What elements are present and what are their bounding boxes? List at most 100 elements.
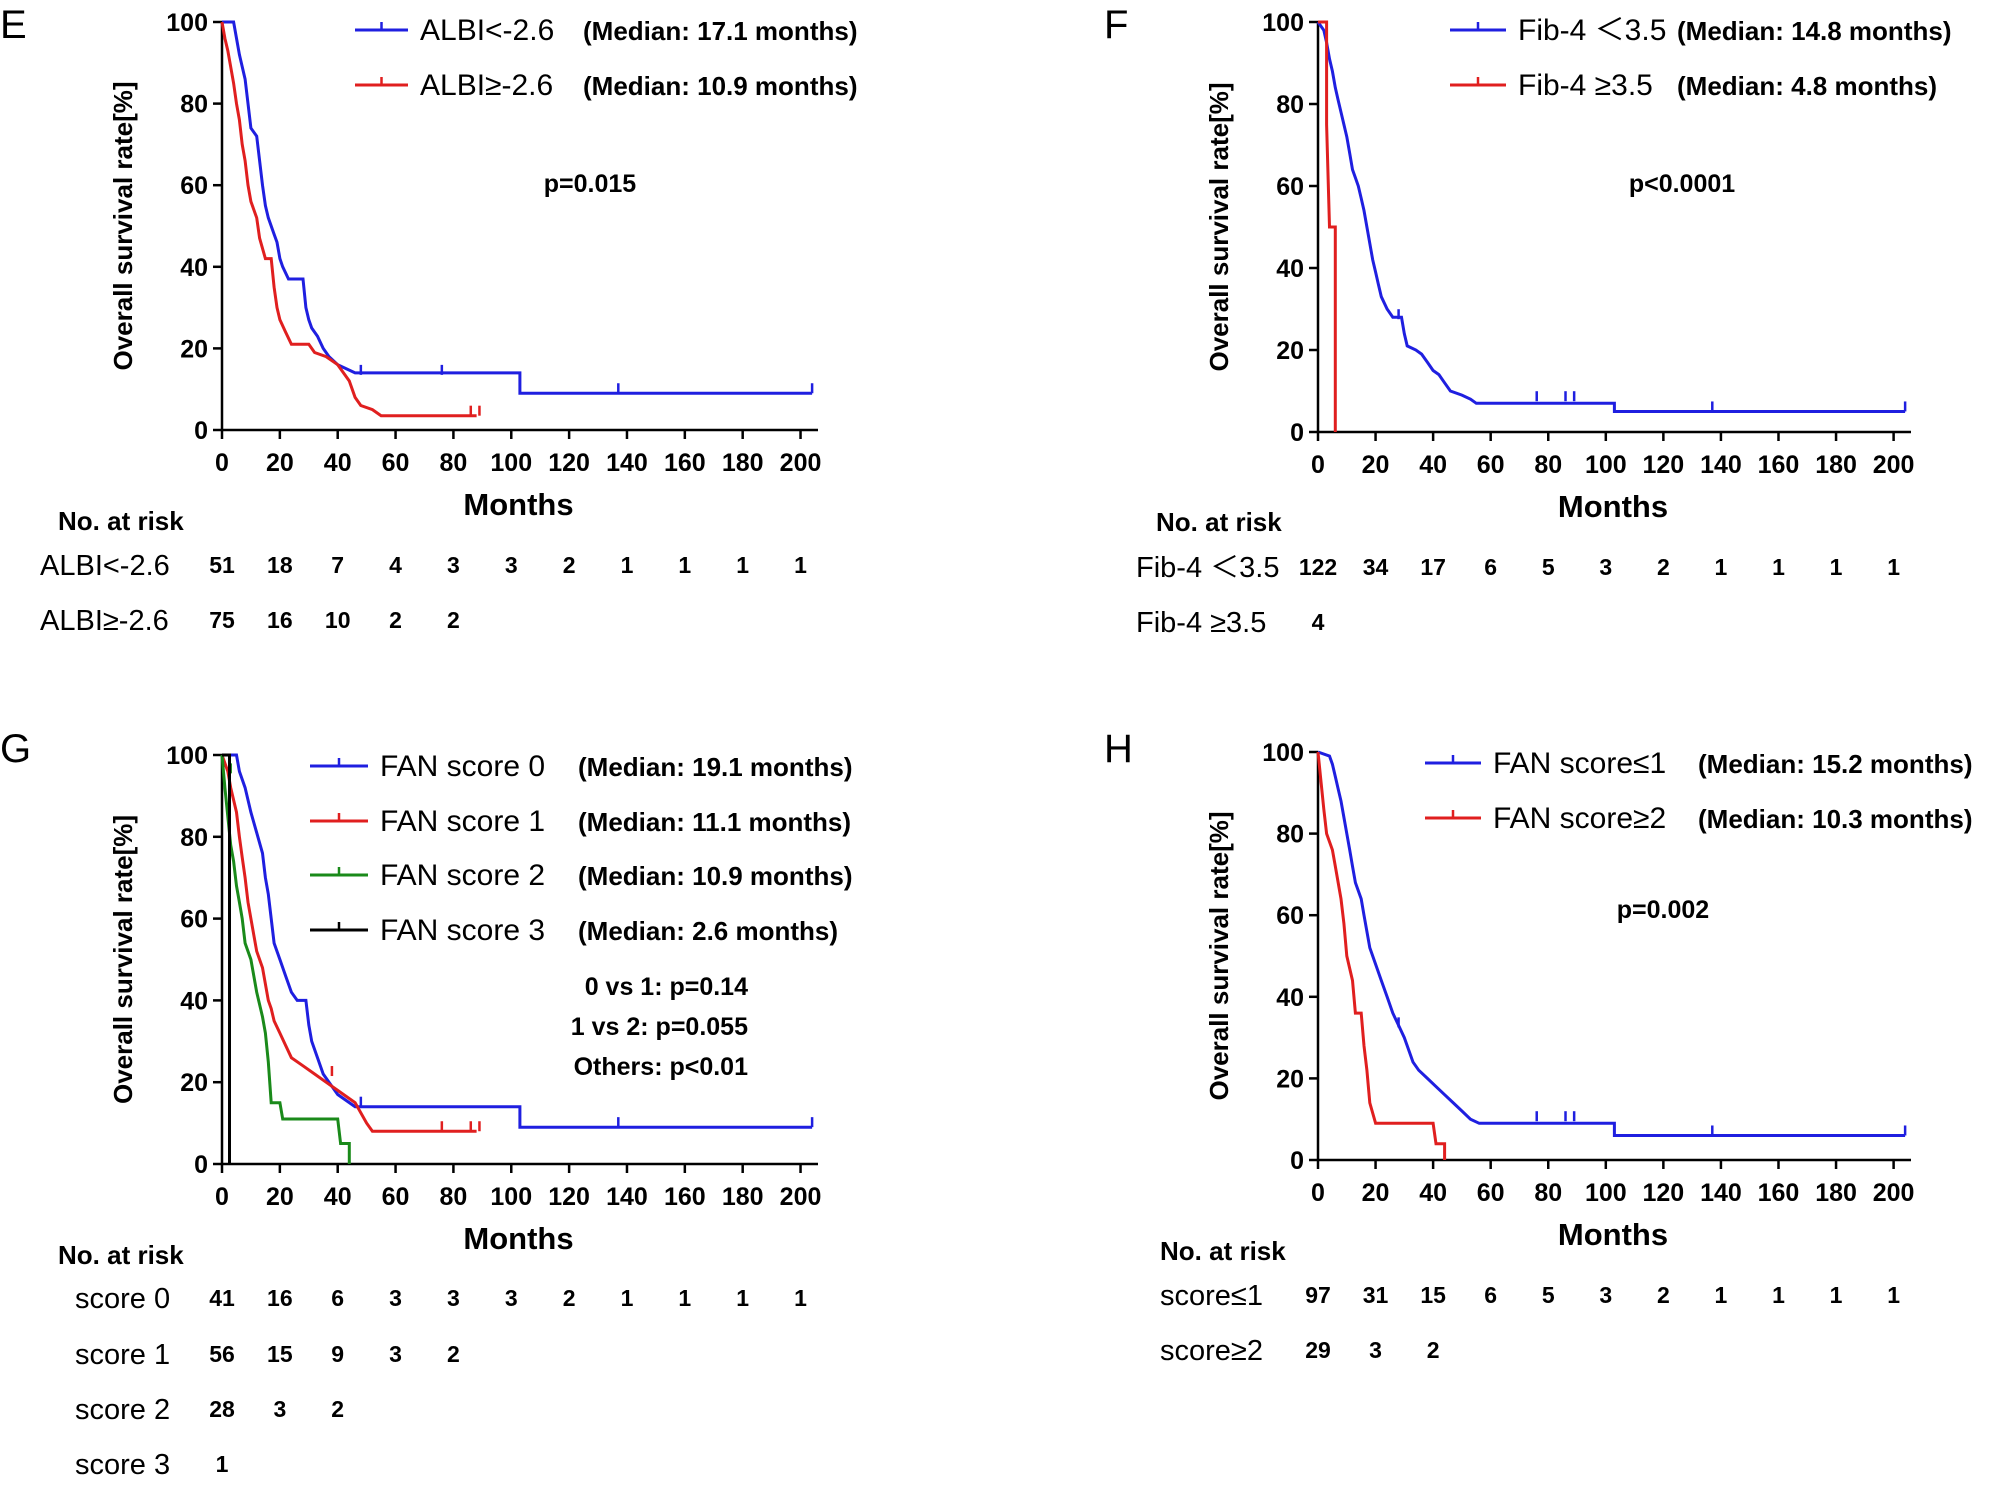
y-tick-label: 100 bbox=[1262, 739, 1304, 767]
y-tick-label: 100 bbox=[1262, 9, 1304, 37]
x-tick-label: 60 bbox=[382, 449, 410, 477]
risk-count: 1 bbox=[1715, 554, 1728, 580]
risk-count: 2 bbox=[331, 1396, 344, 1422]
y-tick-label: 0 bbox=[194, 1151, 208, 1179]
x-tick-label: 180 bbox=[1815, 451, 1857, 479]
y-tick-label: 20 bbox=[180, 1069, 208, 1097]
risk-table-header: No. at risk bbox=[1156, 507, 1282, 537]
risk-count: 56 bbox=[209, 1341, 235, 1367]
risk-count: 1 bbox=[678, 552, 691, 578]
risk-count: 3 bbox=[447, 552, 460, 578]
x-tick-label: 200 bbox=[780, 1183, 822, 1211]
risk-count: 1 bbox=[736, 552, 749, 578]
panel-letter: H bbox=[1104, 727, 1133, 771]
y-tick-label: 40 bbox=[1276, 984, 1304, 1012]
survival-curve-3 bbox=[222, 753, 231, 1164]
survival-curve-1 bbox=[220, 754, 477, 1133]
y-axis-label: Overall survival rate[%] bbox=[1204, 811, 1234, 1100]
risk-row-label: Fib-4 ≥3.5 bbox=[1136, 607, 1266, 639]
x-tick-label: 160 bbox=[1758, 1179, 1800, 1207]
y-tick-label: 100 bbox=[166, 9, 208, 37]
x-tick-label: 80 bbox=[440, 449, 468, 477]
risk-count: 2 bbox=[447, 1341, 460, 1367]
x-tick-label: 20 bbox=[1362, 451, 1390, 479]
y-tick-label: 0 bbox=[194, 417, 208, 445]
risk-count: 6 bbox=[331, 1285, 344, 1311]
legend-label: Fib-4 ≥3.5 bbox=[1518, 69, 1653, 102]
risk-row-label: Fib-4 ＜3.5 bbox=[1136, 552, 1279, 584]
x-tick-label: 180 bbox=[722, 449, 764, 477]
y-tick-label: 20 bbox=[180, 335, 208, 363]
x-tick-label: 80 bbox=[440, 1183, 468, 1211]
x-axis-label: Months bbox=[463, 1221, 573, 1256]
y-tick-label: 80 bbox=[1276, 821, 1304, 849]
x-tick-label: 20 bbox=[1362, 1179, 1390, 1207]
risk-row-label: score 1 bbox=[75, 1339, 170, 1371]
x-tick-label: 40 bbox=[1419, 451, 1447, 479]
x-tick-label: 0 bbox=[215, 449, 229, 477]
y-tick-label: 100 bbox=[166, 742, 208, 770]
risk-row-label: ALBI<-2.6 bbox=[40, 550, 170, 582]
y-tick-label: 0 bbox=[1290, 1147, 1304, 1175]
panel-h: H 0 20 40 60 80 100 0 20 40 60 80 100 120 140 160 180 200… bbox=[1104, 727, 1972, 1367]
risk-count: 2 bbox=[447, 607, 460, 633]
x-tick-label: 20 bbox=[266, 449, 294, 477]
x-tick-label: 160 bbox=[1758, 451, 1800, 479]
risk-row-label: score≤1 bbox=[1160, 1280, 1263, 1312]
x-tick-label: 140 bbox=[606, 449, 648, 477]
risk-count: 1 bbox=[678, 1285, 691, 1311]
p-value-annotation: p=0.015 bbox=[544, 170, 637, 198]
legend-median: (Median: 19.1 months) bbox=[578, 752, 852, 782]
legend-label: FAN score 1 bbox=[380, 805, 545, 838]
survival-curve-1 bbox=[220, 21, 477, 418]
risk-count: 5 bbox=[1542, 554, 1555, 580]
y-axis-label: Overall survival rate[%] bbox=[108, 81, 138, 370]
legend-median: (Median: 17.1 months) bbox=[583, 16, 857, 46]
legend-label: FAN score≥2 bbox=[1493, 802, 1666, 835]
legend-median: (Median: 10.3 months) bbox=[1698, 804, 1972, 834]
x-tick-label: 40 bbox=[1419, 1179, 1447, 1207]
risk-count: 1 bbox=[216, 1451, 229, 1477]
panel-e: E 0 20 40 60 80 100 0 20 40 60 80 100 120 140 160 180 200… bbox=[0, 3, 857, 637]
x-tick-label: 120 bbox=[1643, 451, 1685, 479]
risk-count: 15 bbox=[1420, 1282, 1446, 1308]
legend-median: (Median: 11.1 months) bbox=[578, 807, 851, 837]
risk-count: 3 bbox=[505, 552, 518, 578]
y-tick-label: 80 bbox=[1276, 91, 1304, 119]
risk-count: 3 bbox=[1369, 1337, 1382, 1363]
y-tick-label: 60 bbox=[180, 172, 208, 200]
risk-count: 2 bbox=[389, 607, 402, 633]
risk-count: 1 bbox=[1887, 1282, 1900, 1308]
legend-label: FAN score≤1 bbox=[1493, 747, 1666, 780]
legend-label: ALBI≥-2.6 bbox=[420, 69, 553, 102]
x-tick-label: 200 bbox=[1873, 1179, 1915, 1207]
survival-curve-2 bbox=[220, 754, 351, 1164]
panel-g: G 0 20 40 60 80 100 0 20 40 60 80 100 120 140 160 180 200… bbox=[0, 727, 852, 1481]
y-tick-label: 40 bbox=[180, 254, 208, 282]
x-tick-label: 100 bbox=[1585, 451, 1627, 479]
risk-count: 7 bbox=[331, 552, 344, 578]
risk-count: 29 bbox=[1305, 1337, 1331, 1363]
legend-label: ALBI<-2.6 bbox=[420, 14, 554, 47]
x-tick-label: 200 bbox=[1873, 451, 1915, 479]
risk-count: 17 bbox=[1420, 554, 1446, 580]
risk-count: 4 bbox=[389, 552, 402, 578]
risk-count: 1 bbox=[794, 552, 807, 578]
p-value-annotation: 0 vs 1: p=0.14 bbox=[585, 973, 748, 1001]
risk-count: 6 bbox=[1484, 1282, 1497, 1308]
y-tick-label: 80 bbox=[180, 824, 208, 852]
survival-curve-0 bbox=[1317, 750, 1906, 1137]
x-tick-label: 160 bbox=[664, 1183, 706, 1211]
survival-curve-1 bbox=[1316, 751, 1447, 1160]
risk-count: 2 bbox=[1427, 1337, 1440, 1363]
x-tick-label: 100 bbox=[1585, 1179, 1627, 1207]
risk-count: 16 bbox=[267, 1285, 293, 1311]
risk-count: 15 bbox=[267, 1341, 293, 1367]
x-tick-label: 140 bbox=[1700, 451, 1742, 479]
risk-count: 75 bbox=[209, 607, 235, 633]
panel-f: F 0 20 40 60 80 100 0 20 40 60 80 100 120 140 160 180 200… bbox=[1104, 3, 1951, 639]
risk-count: 1 bbox=[736, 1285, 749, 1311]
y-tick-label: 80 bbox=[180, 91, 208, 119]
risk-count: 1 bbox=[621, 1285, 634, 1311]
x-axis-label: Months bbox=[1558, 489, 1668, 524]
